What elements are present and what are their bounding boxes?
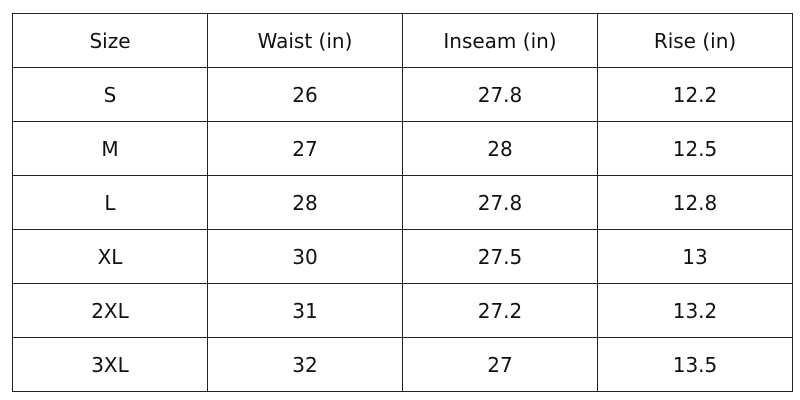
header-cell: Size (12, 13, 208, 68)
table-cell: 27 (207, 121, 403, 176)
header-row: Size Waist (in) Inseam (in) Rise (in) (12, 13, 793, 68)
table-cell: 31 (207, 283, 403, 338)
table-row: L 28 27.8 12.8 (12, 175, 793, 230)
table-cell: 30 (207, 229, 403, 284)
table-cell: 13.5 (597, 337, 793, 392)
table-cell: 28 (207, 175, 403, 230)
table-cell: L (12, 175, 208, 230)
table-cell: 27.5 (402, 229, 598, 284)
table-cell: 12.5 (597, 121, 793, 176)
table-cell: XL (12, 229, 208, 284)
table-cell: M (12, 121, 208, 176)
header-cell: Rise (in) (597, 13, 793, 68)
table-cell: 26 (207, 67, 403, 122)
table-cell: 27.2 (402, 283, 598, 338)
table-cell: S (12, 67, 208, 122)
table-row: 3XL 32 27 13.5 (12, 337, 793, 392)
table-cell: 13 (597, 229, 793, 284)
table-cell: 32 (207, 337, 403, 392)
table-cell: 2XL (12, 283, 208, 338)
header-cell: Waist (in) (207, 13, 403, 68)
table-cell: 27.8 (402, 175, 598, 230)
table-cell: 3XL (12, 337, 208, 392)
size-table: Size Waist (in) Inseam (in) Rise (in) S 26 27.… (12, 13, 793, 392)
table-cell: 28 (402, 121, 598, 176)
table-row: S 26 27.8 12.2 (12, 67, 793, 122)
table-cell: 13.2 (597, 283, 793, 338)
table-row: 2XL 31 27.2 13.2 (12, 283, 793, 338)
header-cell: Inseam (in) (402, 13, 598, 68)
table-cell: 27 (402, 337, 598, 392)
table-cell: 12.2 (597, 67, 793, 122)
table-cell: 12.8 (597, 175, 793, 230)
table-cell: 27.8 (402, 67, 598, 122)
table-row: M 27 28 12.5 (12, 121, 793, 176)
table-row: XL 30 27.5 13 (12, 229, 793, 284)
table-body: Size Waist (in) Inseam (in) Rise (in) S 26 27.… (12, 13, 793, 392)
